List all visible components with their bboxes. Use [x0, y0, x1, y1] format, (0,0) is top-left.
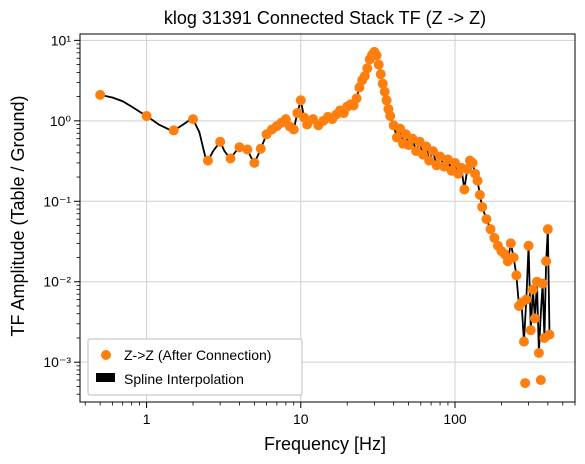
scatter-point: [527, 284, 538, 295]
scatter-point: [95, 89, 106, 100]
x-tick-label: 100: [443, 411, 467, 427]
scatter-point: [351, 93, 362, 104]
y-tick-label: 10⁻²: [43, 274, 71, 290]
scatter-point: [168, 125, 179, 136]
x-tick-label: 10: [293, 411, 309, 427]
scatter-point: [485, 224, 496, 235]
y-tick-label: 10⁻³: [43, 354, 71, 370]
scatter-point: [255, 143, 266, 154]
scatter-point: [242, 144, 253, 155]
scatter-point: [533, 348, 544, 359]
scatter-point: [359, 71, 370, 82]
scatter-point: [508, 252, 519, 263]
scatter-point: [362, 63, 373, 74]
legend-line-marker: [96, 373, 115, 382]
scatter-point: [249, 157, 260, 168]
scatter-point: [225, 153, 236, 164]
scatter-point: [542, 224, 553, 235]
chart-title: klog 31391 Connected Stack TF (Z -> Z): [164, 8, 486, 28]
scatter-point: [295, 95, 306, 106]
scatter-point: [381, 95, 392, 106]
scatter-point: [511, 270, 522, 281]
scatter-point: [535, 375, 546, 386]
scatter-point: [424, 155, 435, 166]
scatter-point: [141, 110, 152, 121]
scatter-point: [520, 378, 531, 389]
scatter-point: [234, 142, 245, 153]
legend: Z->Z (After Connection) Spline Interpola…: [87, 338, 303, 396]
scatter-point: [481, 214, 492, 225]
scatter-point: [474, 189, 485, 200]
scatter-point: [537, 278, 548, 289]
y-tick-label: 10¹: [51, 32, 72, 48]
scatter-point: [518, 336, 529, 347]
scatter-point: [375, 69, 386, 80]
x-tick-label: 1: [143, 411, 151, 427]
scatter-point: [385, 110, 396, 121]
scatter-point: [188, 114, 199, 125]
scatter-point: [377, 78, 388, 89]
scatter-point: [288, 124, 299, 135]
scatter-point: [521, 294, 532, 305]
scatter-point: [505, 238, 516, 249]
legend-box: [87, 338, 303, 396]
scatter-point: [544, 329, 555, 340]
y-axis-label: TF Amplitude (Table / Ground): [8, 95, 28, 336]
scatter-point: [541, 256, 552, 267]
y-tick-label: 10⁻¹: [43, 193, 71, 209]
y-tick-label: 10⁰: [50, 113, 72, 129]
scatter-point: [391, 132, 402, 143]
ticks: 1 10 100 10¹ 10⁰ 10⁻¹ 10⁻² 10⁻³: [43, 32, 576, 427]
scatter-point: [477, 201, 488, 212]
scatter-point: [472, 175, 483, 186]
scatter-point: [489, 232, 500, 243]
scatter-point: [373, 59, 384, 70]
scatter-series: [95, 46, 555, 389]
scatter-point: [435, 151, 446, 162]
scatter-point: [431, 160, 442, 171]
scatter-point: [459, 184, 470, 195]
scatter-point: [428, 146, 438, 157]
legend-scatter-marker: [101, 350, 111, 360]
legend-line-label: Spline Interpolation: [124, 371, 244, 387]
scatter-point: [529, 313, 540, 324]
axes-frame: [79, 33, 576, 403]
scatter-point: [417, 149, 428, 160]
scatter-point: [467, 157, 478, 168]
scatter-point: [280, 114, 291, 125]
scatter-point: [525, 325, 536, 336]
scatter-point: [215, 136, 226, 147]
x-axis-label: Frequency [Hz]: [264, 434, 386, 454]
scatter-point: [371, 50, 382, 61]
scatter-point: [523, 240, 534, 251]
scatter-point: [379, 86, 390, 97]
scatter-point: [202, 155, 213, 166]
legend-scatter-label: Z->Z (After Connection): [124, 347, 271, 363]
